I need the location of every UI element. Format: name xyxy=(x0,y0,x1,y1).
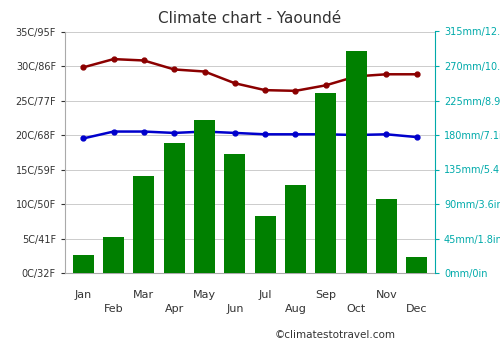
Text: Jun: Jun xyxy=(226,303,244,314)
Bar xyxy=(133,176,154,273)
Text: Jul: Jul xyxy=(258,290,272,300)
Bar xyxy=(376,199,397,273)
Bar xyxy=(315,93,336,273)
Text: Sep: Sep xyxy=(316,290,336,300)
Bar xyxy=(406,257,427,273)
Text: Mar: Mar xyxy=(134,290,154,300)
Bar xyxy=(194,120,215,273)
Bar xyxy=(346,51,367,273)
Text: Aug: Aug xyxy=(284,303,306,314)
Title: Climate chart - Yaoundé: Climate chart - Yaoundé xyxy=(158,11,342,26)
Bar xyxy=(164,143,185,273)
Bar xyxy=(254,216,276,273)
Text: ©climatestotravel.com: ©climatestotravel.com xyxy=(275,330,396,340)
Text: Jan: Jan xyxy=(74,290,92,300)
Text: Oct: Oct xyxy=(346,303,366,314)
Text: Dec: Dec xyxy=(406,303,427,314)
Bar xyxy=(285,185,306,273)
Text: May: May xyxy=(193,290,216,300)
Text: Nov: Nov xyxy=(376,290,398,300)
Bar xyxy=(72,256,94,273)
Bar xyxy=(224,154,246,273)
Text: Apr: Apr xyxy=(164,303,184,314)
Text: Feb: Feb xyxy=(104,303,124,314)
Bar xyxy=(103,237,124,273)
